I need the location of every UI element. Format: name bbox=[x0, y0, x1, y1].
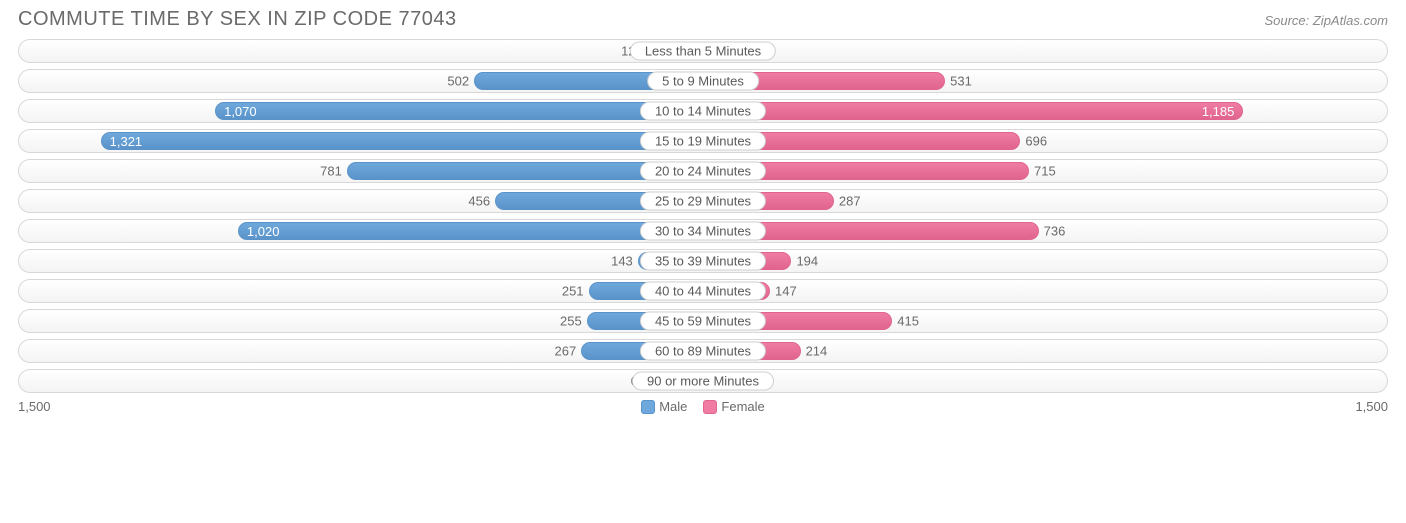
chart-row: 05190 or more Minutes bbox=[18, 369, 1388, 393]
chart-row: 12139Less than 5 Minutes bbox=[18, 39, 1388, 63]
male-value: 456 bbox=[468, 194, 490, 209]
male-value: 1,070 bbox=[224, 104, 257, 119]
legend-female-label: Female bbox=[721, 399, 764, 414]
female-value: 415 bbox=[897, 314, 919, 329]
male-value: 255 bbox=[560, 314, 582, 329]
female-value: 1,185 bbox=[1202, 104, 1235, 119]
category-label: 25 to 29 Minutes bbox=[640, 192, 766, 211]
male-bar: 1,070 bbox=[215, 102, 703, 120]
female-value: 531 bbox=[950, 74, 972, 89]
category-label: 90 or more Minutes bbox=[632, 372, 774, 391]
female-value: 736 bbox=[1044, 224, 1066, 239]
female-value: 194 bbox=[796, 254, 818, 269]
female-value: 147 bbox=[775, 284, 797, 299]
female-value: 696 bbox=[1025, 134, 1047, 149]
male-value: 143 bbox=[611, 254, 633, 269]
male-value: 502 bbox=[447, 74, 469, 89]
female-value: 214 bbox=[806, 344, 828, 359]
chart-row: 251 147 40 to 44 Minutes bbox=[18, 279, 1388, 303]
legend-female: Female bbox=[703, 399, 764, 414]
male-swatch-icon bbox=[641, 400, 655, 414]
category-label: 15 to 19 Minutes bbox=[640, 132, 766, 151]
chart-header: COMMUTE TIME BY SEX IN ZIP CODE 77043 So… bbox=[18, 8, 1388, 31]
category-label: Less than 5 Minutes bbox=[630, 42, 776, 61]
category-label: 10 to 14 Minutes bbox=[640, 102, 766, 121]
legend-male-label: Male bbox=[659, 399, 687, 414]
male-value: 781 bbox=[320, 164, 342, 179]
axis-left-max: 1,500 bbox=[18, 399, 51, 414]
category-label: 20 to 24 Minutes bbox=[640, 162, 766, 181]
chart-row: 502 531 5 to 9 Minutes bbox=[18, 69, 1388, 93]
chart-source: Source: ZipAtlas.com bbox=[1264, 13, 1388, 28]
chart-row: 456 287 25 to 29 Minutes bbox=[18, 189, 1388, 213]
category-label: 30 to 34 Minutes bbox=[640, 222, 766, 241]
category-label: 45 to 59 Minutes bbox=[640, 312, 766, 331]
chart-legend: Male Female bbox=[641, 399, 765, 414]
chart-row: 781 715 20 to 24 Minutes bbox=[18, 159, 1388, 183]
male-value: 1,020 bbox=[247, 224, 280, 239]
male-bar: 1,020 bbox=[238, 222, 703, 240]
female-value: 715 bbox=[1034, 164, 1056, 179]
chart-title: COMMUTE TIME BY SEX IN ZIP CODE 77043 bbox=[18, 8, 457, 31]
chart-row: 1,070 1,185 10 to 14 Minutes bbox=[18, 99, 1388, 123]
chart-axis: 1,500 Male Female 1,500 bbox=[18, 399, 1388, 414]
chart-row: 1,020 736 30 to 34 Minutes bbox=[18, 219, 1388, 243]
category-label: 35 to 39 Minutes bbox=[640, 252, 766, 271]
female-bar: 1,185 bbox=[703, 102, 1243, 120]
female-value: 287 bbox=[839, 194, 861, 209]
male-value: 251 bbox=[562, 284, 584, 299]
male-value: 1,321 bbox=[110, 134, 143, 149]
chart-row: 1,321 696 15 to 19 Minutes bbox=[18, 129, 1388, 153]
female-swatch-icon bbox=[703, 400, 717, 414]
diverging-bar-chart: 12139Less than 5 Minutes 502 531 5 to 9 Min… bbox=[18, 39, 1388, 393]
legend-male: Male bbox=[641, 399, 687, 414]
chart-row: 267 214 60 to 89 Minutes bbox=[18, 339, 1388, 363]
category-label: 60 to 89 Minutes bbox=[640, 342, 766, 361]
male-bar: 1,321 bbox=[101, 132, 703, 150]
chart-row: 143 194 35 to 39 Minutes bbox=[18, 249, 1388, 273]
male-value: 267 bbox=[555, 344, 577, 359]
category-label: 40 to 44 Minutes bbox=[640, 282, 766, 301]
axis-right-max: 1,500 bbox=[1355, 399, 1388, 414]
chart-row: 255 415 45 to 59 Minutes bbox=[18, 309, 1388, 333]
category-label: 5 to 9 Minutes bbox=[647, 72, 759, 91]
